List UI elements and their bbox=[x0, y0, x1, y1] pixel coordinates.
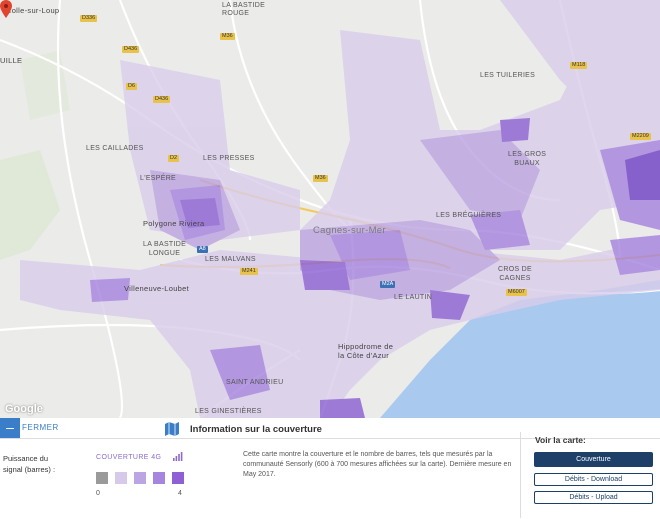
place-label-gros-buaux: LES GROS BUAUX bbox=[508, 151, 547, 167]
place-label-ginestieres: LES GINESTIÈRES bbox=[195, 408, 262, 415]
road-shield-d336: D336 bbox=[80, 15, 98, 22]
place-label-polygone: Polygone Riviera bbox=[143, 219, 205, 228]
place-label-caillades: LES CAILLADES bbox=[86, 145, 144, 152]
place-label-uille: UILLE bbox=[0, 56, 23, 65]
view-map-heading: Voir la carte: bbox=[535, 435, 586, 445]
legend-swatch-3 bbox=[153, 472, 165, 484]
download-speed-button[interactable]: Débits - Download bbox=[534, 473, 653, 486]
map-icon bbox=[165, 422, 179, 436]
road-shield-a8: A8 bbox=[197, 246, 208, 253]
coverage-info-panel: – FERMER Information sur la couverture P… bbox=[0, 418, 660, 519]
place-label-bastide-rouge: LA BASTIDE ROUGE bbox=[222, 2, 266, 17]
signal-legend bbox=[96, 472, 184, 484]
place-label-espere: L'ESPÉRE bbox=[140, 175, 177, 182]
place-label-villeneuve: Villeneuve-Loubet bbox=[124, 284, 190, 293]
road-shield-d436b: D436 bbox=[153, 96, 171, 103]
coverage-description: Cette carte montre la couverture et le n… bbox=[243, 451, 512, 478]
coverage-overlay bbox=[20, 0, 660, 418]
place-label-lautin: LE LAUTIN bbox=[394, 294, 433, 301]
road-shield-m36: M36 bbox=[220, 33, 235, 40]
signal-bars-icon bbox=[173, 452, 183, 461]
road-shield-m118: M118 bbox=[570, 62, 588, 69]
road-shield-m241: M241 bbox=[240, 268, 258, 275]
road-shield-d436: D436 bbox=[122, 46, 140, 53]
road-shield-m36b: M36 bbox=[313, 175, 328, 182]
place-label-tuileries: LES TUILERIES bbox=[480, 72, 536, 79]
upload-speed-button[interactable]: Débits - Upload bbox=[534, 491, 653, 504]
close-panel-button[interactable]: – bbox=[0, 418, 20, 438]
place-label-bastide-longue: LA BASTIDE LONGUE bbox=[143, 241, 187, 257]
coverage-4g-label: COUVERTURE 4G bbox=[96, 454, 162, 461]
panel-separator bbox=[520, 432, 521, 518]
legend-min: 0 bbox=[96, 490, 100, 497]
legend-max: 4 bbox=[178, 490, 182, 497]
place-label-colle: Colle-sur-Loup bbox=[6, 6, 60, 15]
google-logo[interactable]: Google bbox=[5, 403, 43, 415]
map-canvas[interactable] bbox=[0, 0, 660, 418]
road-shield-m2a: M2A bbox=[380, 281, 396, 288]
legend-swatch-4 bbox=[172, 472, 184, 484]
place-label-bregueres: LES BRÉGUIÈRES bbox=[436, 212, 502, 219]
place-label-presses: LES PRESSES bbox=[203, 155, 255, 162]
sea-area bbox=[380, 280, 660, 418]
location-pin-icon[interactable] bbox=[0, 0, 12, 18]
place-label-cros-cagnes: CROS DE CAGNES bbox=[498, 266, 532, 282]
legend-swatch-1 bbox=[115, 472, 127, 484]
coverage-button[interactable]: Couverture bbox=[534, 452, 653, 467]
place-label-cagnes: Cagnes-sur-Mer bbox=[313, 225, 386, 236]
minus-icon: – bbox=[6, 419, 14, 435]
road-shield-d6: D6 bbox=[126, 83, 138, 90]
panel-divider bbox=[0, 438, 660, 439]
place-label-malvans: LES MALVANS bbox=[205, 256, 256, 263]
signal-strength-label: Puissance du signal (barres) : bbox=[3, 454, 56, 474]
road-shield-m2209: M2209 bbox=[630, 133, 651, 140]
road-shield-d2: D2 bbox=[168, 155, 180, 162]
close-label[interactable]: FERMER bbox=[22, 423, 59, 432]
legend-swatch-2 bbox=[134, 472, 146, 484]
place-label-hippodrome: Hippodrome de la Côte d'Azur bbox=[338, 342, 394, 360]
legend-swatch-0 bbox=[96, 472, 108, 484]
coverage-map[interactable]: Colle-sur-Loup UILLE LA BASTIDE ROUGE LE… bbox=[0, 0, 660, 418]
place-label-saint-andrieu: SAINT ANDRIEU bbox=[226, 379, 284, 386]
road-shield-m6007: M6007 bbox=[506, 289, 527, 296]
panel-title: Information sur la couverture bbox=[190, 424, 322, 435]
